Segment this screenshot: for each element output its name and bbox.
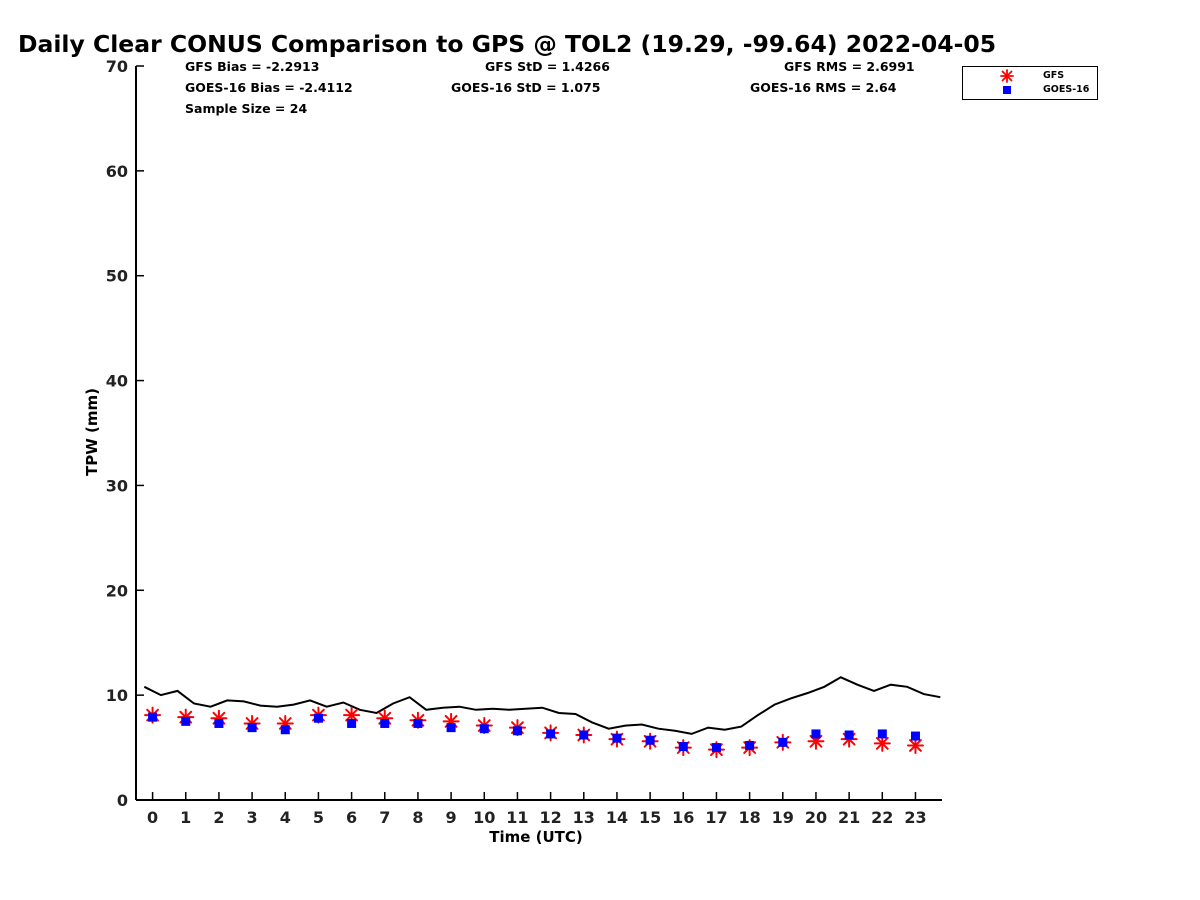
legend-entry-gfs: GFS xyxy=(963,69,1099,83)
gps-tpw-line xyxy=(143,676,941,735)
gfs-point xyxy=(343,706,361,724)
goes16-point xyxy=(546,729,556,739)
goes16-point xyxy=(778,737,788,747)
x-tick-label: 14 xyxy=(606,808,628,827)
y-tick-label: 20 xyxy=(106,581,128,600)
gfs-bias-stat: GFS Bias = -2.2913 xyxy=(185,59,320,74)
goes16-point xyxy=(380,718,390,728)
x-tick-label: 17 xyxy=(705,808,727,827)
x-tick-label: 21 xyxy=(838,808,860,827)
gfs-point xyxy=(906,736,924,754)
y-tick-label: 0 xyxy=(117,791,128,810)
goes16-point xyxy=(280,725,290,735)
x-tick-label: 1 xyxy=(180,808,191,827)
goes16-point xyxy=(612,733,622,743)
goes16-point xyxy=(247,723,257,733)
goes16-point xyxy=(711,743,721,753)
x-tick-label: 9 xyxy=(446,808,457,827)
x-tick-label: 6 xyxy=(346,808,357,827)
legend-square-icon xyxy=(1003,86,1011,94)
goes16-point xyxy=(181,716,191,726)
x-tick-label: 13 xyxy=(573,808,595,827)
x-tick-label: 20 xyxy=(805,808,827,827)
goes16-point xyxy=(811,729,821,739)
y-tick-label: 50 xyxy=(106,267,128,286)
goes16-point xyxy=(678,742,688,752)
goes16-point xyxy=(347,718,357,728)
y-tick-label: 70 xyxy=(106,57,128,76)
legend-label-gfs: GFS xyxy=(1043,70,1065,81)
x-tick-label: 12 xyxy=(539,808,561,827)
chart-title: Daily Clear CONUS Comparison to GPS @ TO… xyxy=(18,30,997,58)
x-tick-group: 0 1 2 3 4 5 6 7 8 9 10 11 12 13 14 15 16 17 18 19 20 21 22 23 xyxy=(147,792,927,827)
goes-std-stat: GOES-16 StD = 1.075 xyxy=(451,80,601,95)
gfs-std-stat: GFS StD = 1.4266 xyxy=(485,59,610,74)
goes16-point xyxy=(214,718,224,728)
x-tick-label: 5 xyxy=(313,808,324,827)
series-marker-group xyxy=(144,706,924,759)
x-tick-label: 15 xyxy=(639,808,661,827)
x-axis-label: Time (UTC) xyxy=(489,828,583,846)
x-tick-label: 7 xyxy=(379,808,390,827)
goes16-point xyxy=(844,730,854,740)
gfs-rms-stat: GFS RMS = 2.6991 xyxy=(784,59,915,74)
x-tick-label: 4 xyxy=(280,808,291,827)
goes16-point xyxy=(877,729,887,739)
goes16-point xyxy=(910,731,920,741)
x-tick-label: 2 xyxy=(213,808,224,827)
goes16-point xyxy=(745,740,755,750)
series-line-group xyxy=(143,676,941,735)
goes-rms-stat: GOES-16 RMS = 2.64 xyxy=(750,80,897,95)
x-tick-label: 19 xyxy=(772,808,794,827)
goes16-point xyxy=(446,723,456,733)
x-tick-label: 10 xyxy=(473,808,495,827)
x-tick-label: 3 xyxy=(247,808,258,827)
goes16-point xyxy=(479,724,489,734)
x-tick-label: 16 xyxy=(672,808,694,827)
y-tick-label: 60 xyxy=(106,162,128,181)
x-tick-label: 0 xyxy=(147,808,158,827)
goes16-point xyxy=(645,735,655,745)
y-tick-label: 40 xyxy=(106,372,128,391)
goes16-point xyxy=(512,726,522,736)
goes-bias-stat: GOES-16 Bias = -2.4112 xyxy=(185,80,353,95)
x-tick-label: 22 xyxy=(871,808,893,827)
x-tick-label: 23 xyxy=(904,808,926,827)
y-tick-group: 0 10 20 30 40 50 60 70 xyxy=(106,57,144,810)
y-tick-label: 30 xyxy=(106,476,128,495)
axes xyxy=(135,66,942,801)
goes16-point xyxy=(313,713,323,723)
x-tick-label: 18 xyxy=(738,808,760,827)
legend-label-goes16: GOES-16 xyxy=(1043,84,1090,95)
x-tick-label: 8 xyxy=(412,808,423,827)
goes16-point xyxy=(413,718,423,728)
y-axis-label: TPW (mm) xyxy=(83,388,101,476)
legend-entry-goes16: GOES-16 xyxy=(963,83,1099,97)
legend-asterisk-icon xyxy=(1000,69,1014,83)
x-tick-label: 11 xyxy=(506,808,528,827)
goes16-point xyxy=(148,712,158,722)
gfs-point xyxy=(873,734,891,752)
legend: GFS GOES-16 xyxy=(962,66,1098,100)
goes16-point xyxy=(579,730,589,740)
y-tick-label: 10 xyxy=(106,686,128,705)
sample-size-stat: Sample Size = 24 xyxy=(185,101,308,116)
